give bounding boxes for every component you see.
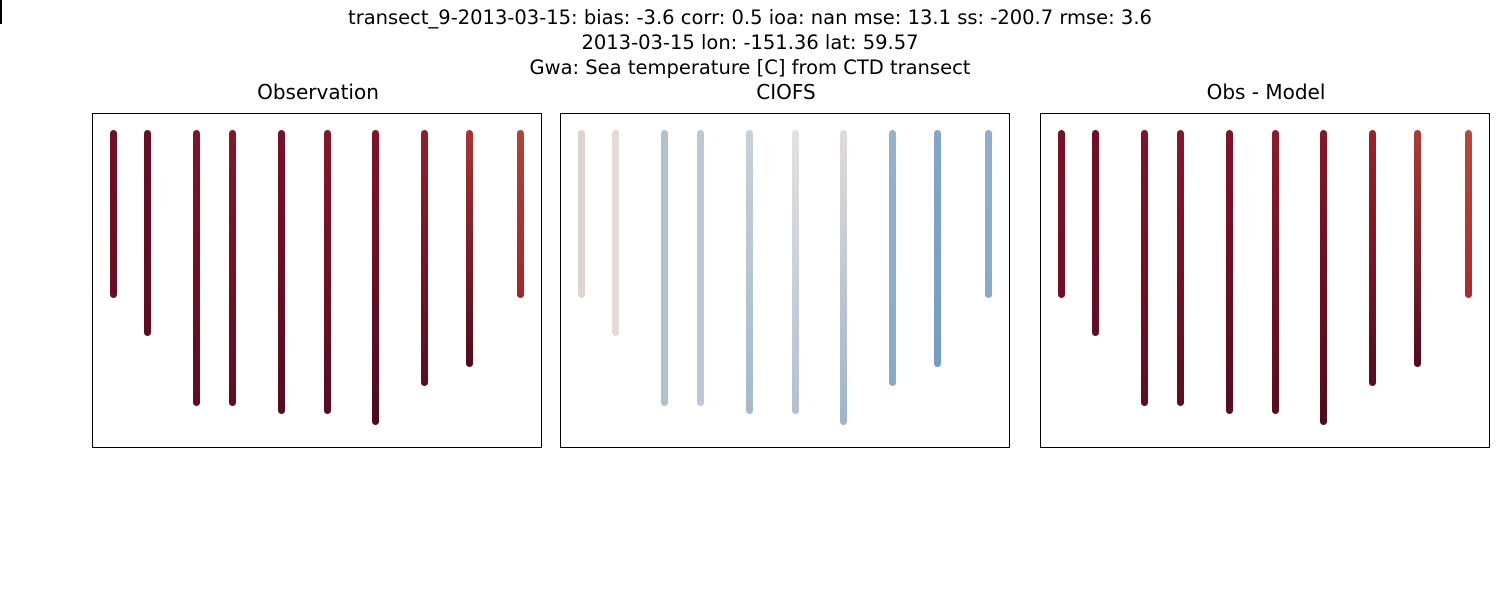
figure-suptitle-variable: Gwa: Sea temperature [C] from CTD transe… (529, 56, 971, 79)
figure-suptitle-location: 2013-03-15 lon: -151.36 lat: 59.57 (581, 31, 919, 54)
cast-profile (192, 130, 200, 407)
figure-suptitle-metrics: transect_9-2013-03-15: bias: -3.6 corr: … (348, 6, 1152, 29)
plot-area-observation (93, 114, 541, 447)
cast-profile (1368, 130, 1376, 386)
cast-profile (229, 130, 237, 407)
cast-profile (1414, 130, 1422, 367)
cast-profile (1225, 130, 1233, 414)
cast-profile (324, 130, 332, 414)
cast-profile (110, 130, 118, 298)
panel-observation: Observation (92, 80, 542, 448)
cast-profile (984, 130, 992, 298)
cast-profile (420, 130, 428, 386)
panel-title-observation: Observation (257, 80, 379, 104)
plot-area-ciofs (561, 114, 1009, 447)
cast-profile (612, 130, 620, 336)
panel-title-ciofs: CIOFS (756, 80, 816, 104)
panel-ciofs: CIOFS (560, 80, 1010, 448)
cast-profile (1177, 130, 1185, 407)
cast-profile (1140, 130, 1148, 407)
cast-profile (1058, 130, 1066, 298)
plot-area-obs-model (1041, 114, 1489, 447)
cast-profile (516, 130, 524, 298)
cast-profile (1092, 130, 1100, 336)
cast-profile (1464, 130, 1472, 298)
cast-profile (792, 130, 800, 414)
cast-profile (466, 130, 474, 367)
cast-profile (934, 130, 942, 367)
cast-profile (888, 130, 896, 386)
cast-profile (1319, 130, 1327, 426)
cast-profile (745, 130, 753, 414)
colorbar-difference (0, 0, 2, 24)
cast-profile (1272, 130, 1280, 414)
panel-title-obs-model: Obs - Model (1206, 80, 1326, 104)
cast-profile (660, 130, 668, 407)
cast-profile (277, 130, 285, 414)
cast-profile (371, 130, 379, 426)
cast-profile (697, 130, 705, 407)
cast-profile (578, 130, 586, 298)
cast-profile (839, 130, 847, 426)
panel-obs-model: Obs - Model (1040, 80, 1490, 448)
cast-profile (144, 130, 152, 336)
